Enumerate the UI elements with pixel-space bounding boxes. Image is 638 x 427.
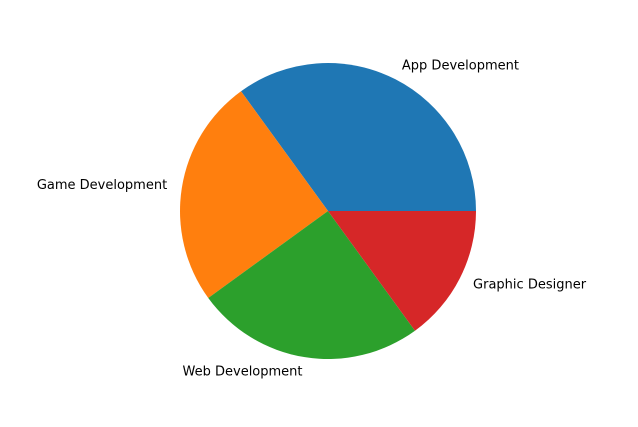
pie-slices [180,63,476,359]
pie-slice-2 [208,211,415,359]
pie-slice-3 [328,211,476,331]
pie-label-2: Web Development [183,364,303,379]
pie-label-3: Graphic Designer [473,277,587,292]
pie-labels: App Development Game Development Web Devel… [37,58,587,379]
pie-slice-1 [180,91,328,298]
pie-slice-0 [241,63,476,211]
pie-label-1: Game Development [37,178,167,193]
pie-label-0: App Development [402,58,519,73]
